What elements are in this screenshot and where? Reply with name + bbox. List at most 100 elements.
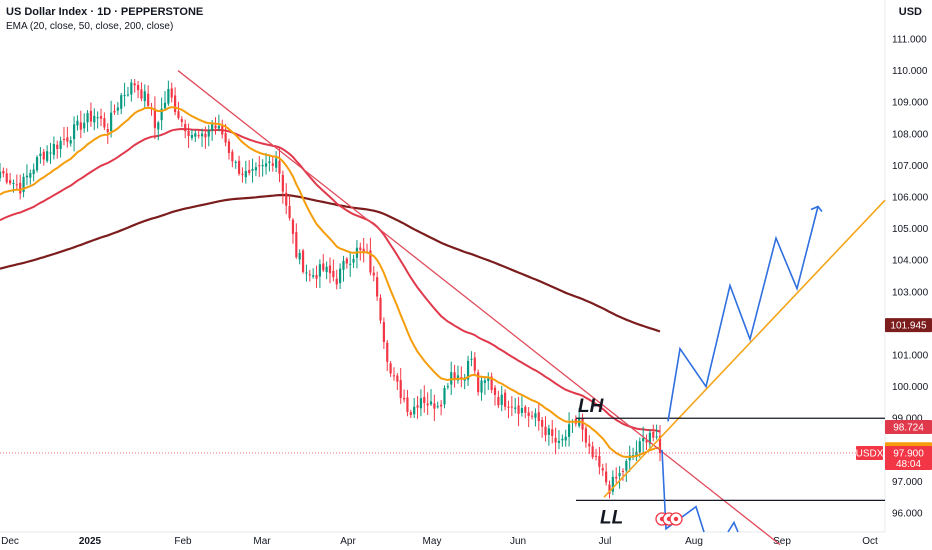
candle-body bbox=[241, 173, 244, 175]
x-tick-label: 2025 bbox=[79, 536, 102, 547]
candle-body bbox=[379, 297, 382, 321]
projection-path-up bbox=[667, 206, 819, 422]
ema200-price-tag: 101.945 bbox=[890, 321, 927, 332]
candle-body bbox=[268, 161, 271, 163]
candle-body bbox=[0, 171, 2, 179]
candle-body bbox=[443, 388, 446, 405]
candle-body bbox=[258, 165, 261, 167]
candle-body bbox=[177, 111, 180, 118]
candle-body bbox=[409, 412, 412, 416]
candle-body bbox=[163, 102, 167, 109]
ema50-line bbox=[0, 127, 661, 433]
candle-body bbox=[197, 135, 200, 137]
symbol-tag: USDX bbox=[856, 448, 884, 459]
candle-body bbox=[288, 206, 291, 219]
candle-body bbox=[601, 468, 604, 471]
candle-body bbox=[541, 420, 544, 427]
y-tick-label: 107.000 bbox=[892, 161, 929, 172]
candle-body bbox=[200, 133, 204, 137]
candle-body bbox=[497, 396, 500, 406]
candle-body bbox=[298, 252, 301, 260]
candle-body bbox=[581, 418, 584, 430]
candle-body bbox=[466, 360, 470, 380]
last-price-value: 97.900 bbox=[893, 448, 924, 459]
y-tick-label: 96.000 bbox=[892, 509, 923, 520]
candle-body bbox=[32, 169, 35, 175]
candle-body bbox=[204, 133, 207, 138]
event-dot-icon bbox=[673, 516, 679, 522]
bar-countdown: 48:04 bbox=[896, 459, 921, 470]
candle-body bbox=[237, 160, 241, 174]
candle-body bbox=[332, 270, 335, 278]
candle-body bbox=[170, 88, 173, 98]
candle-body bbox=[426, 403, 429, 406]
candle-body bbox=[89, 110, 93, 122]
candle-body bbox=[167, 89, 170, 104]
annotation-ll: LL bbox=[600, 507, 623, 528]
candle-body bbox=[352, 258, 355, 263]
candle-body bbox=[72, 124, 76, 140]
candle-body bbox=[106, 129, 109, 133]
candle-body bbox=[59, 140, 62, 149]
y-tick-label: 111.000 bbox=[892, 34, 927, 45]
projection-arrow-head bbox=[810, 205, 823, 212]
candle-body bbox=[493, 387, 497, 395]
candle-body bbox=[477, 372, 480, 393]
candle-body bbox=[376, 277, 379, 297]
candle-body bbox=[285, 192, 288, 206]
ema20-line bbox=[0, 106, 661, 458]
candle-body bbox=[339, 268, 342, 284]
candle-body bbox=[12, 183, 15, 185]
y-tick-label: 99.000 bbox=[892, 414, 923, 425]
candle-body bbox=[62, 138, 66, 140]
candle-body bbox=[217, 125, 220, 129]
candle-body bbox=[436, 406, 439, 408]
candle-body bbox=[120, 95, 123, 109]
candle-body bbox=[402, 397, 406, 400]
y-tick-label: 108.000 bbox=[892, 129, 929, 140]
x-tick-label: Sep bbox=[773, 536, 791, 547]
candle-body bbox=[153, 108, 156, 128]
candle-body bbox=[69, 140, 72, 144]
x-tick-label: Feb bbox=[174, 536, 192, 547]
candle-body bbox=[187, 131, 190, 136]
chart-title: US Dollar Index · 1D · PEPPERSTONE bbox=[6, 6, 204, 18]
candle-body bbox=[39, 153, 42, 157]
candle-body bbox=[93, 115, 96, 123]
candle-body bbox=[190, 135, 194, 138]
candle-body bbox=[325, 266, 328, 273]
candle-body bbox=[251, 168, 254, 171]
candle-body bbox=[652, 431, 655, 438]
ascending-support-line bbox=[603, 199, 886, 498]
candle-body bbox=[335, 278, 338, 285]
ema200-line bbox=[0, 193, 661, 333]
indicator-label: EMA (20, close, 50, close, 200, close) bbox=[6, 21, 174, 32]
candle-body bbox=[140, 89, 143, 99]
candle-body bbox=[429, 401, 433, 405]
candle-body bbox=[275, 158, 278, 168]
candle-body bbox=[433, 403, 436, 409]
candle-body bbox=[5, 173, 8, 183]
candle-body bbox=[231, 151, 234, 162]
candle-body bbox=[113, 110, 116, 113]
candle-body bbox=[224, 133, 227, 143]
candle-body bbox=[419, 398, 423, 409]
candle-body bbox=[588, 443, 591, 447]
candle-body bbox=[594, 455, 598, 457]
candle-body bbox=[349, 263, 352, 265]
candle-body bbox=[648, 432, 651, 444]
y-tick-label: 101.000 bbox=[892, 351, 929, 362]
candle-body bbox=[194, 133, 197, 137]
candle-body bbox=[211, 124, 214, 131]
candle-body bbox=[473, 357, 476, 371]
x-tick-label: Oct bbox=[862, 536, 878, 547]
candle-body bbox=[19, 182, 22, 194]
candle-body bbox=[160, 108, 163, 121]
ema50-price-tag: 98.724 bbox=[893, 422, 924, 433]
candle-body bbox=[618, 472, 621, 477]
x-tick-label: Mar bbox=[253, 536, 271, 547]
candle-body bbox=[520, 408, 524, 414]
candle-body bbox=[318, 264, 321, 277]
candle-body bbox=[396, 375, 399, 382]
